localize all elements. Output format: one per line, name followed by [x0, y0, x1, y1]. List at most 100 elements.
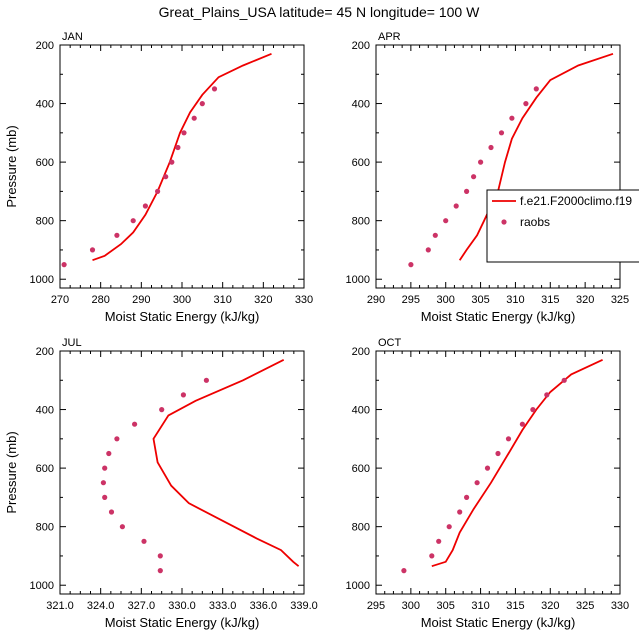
- raobs-point: [401, 568, 407, 574]
- y-tick-label: 800: [352, 522, 370, 534]
- raobs-point: [498, 130, 505, 136]
- raobs-point: [474, 480, 480, 486]
- y-axis-label: Pressure (mb): [4, 125, 19, 207]
- y-tick-label: 400: [352, 99, 370, 111]
- x-tick-label: 325: [611, 294, 629, 306]
- raobs-point: [89, 247, 96, 253]
- raobs-point: [175, 144, 181, 151]
- y-tick-label: 400: [36, 99, 54, 111]
- raobs-point: [114, 436, 120, 442]
- panel-title: JUL: [62, 337, 82, 349]
- y-tick-label: 400: [352, 405, 370, 417]
- legend-obs-swatch: [501, 219, 507, 225]
- raobs-point: [429, 553, 435, 559]
- y-tick-label: 1000: [30, 580, 54, 592]
- x-tick-label: 339.0: [290, 600, 318, 612]
- panel-jul: JUL 321.0 324.0 327.0 330.0 333.0 336.0 339.0 20…: [4, 337, 318, 630]
- raobs-point: [130, 218, 136, 224]
- raobs-point: [132, 421, 138, 427]
- legend-model-label: f.e21.F2000climo.f19: [520, 194, 632, 208]
- raobs-point: [191, 115, 197, 121]
- x-tick-label: 330: [611, 600, 629, 612]
- x-tick-label: 310: [213, 294, 231, 306]
- y-tick-label: 1000: [346, 274, 370, 286]
- y-tick-label: 200: [352, 40, 370, 52]
- raobs-point: [141, 538, 147, 544]
- raobs-point: [102, 494, 108, 500]
- y-tick-label: 1000: [30, 274, 54, 286]
- panel-apr: APR 290 295 300 305 310 315 320 325 200 400 600 800 1…: [346, 31, 630, 324]
- raobs-point: [157, 568, 163, 574]
- x-tick-label: 336.0: [250, 600, 278, 612]
- y-tick-label: 200: [36, 40, 54, 52]
- y-tick-label: 400: [36, 405, 54, 417]
- raobs-point: [471, 174, 477, 180]
- x-tick-label: 295: [402, 294, 420, 306]
- y-tick-label: 1000: [346, 580, 370, 592]
- y-tick-label: 800: [36, 522, 54, 534]
- raobs-point: [533, 86, 539, 92]
- x-tick-label: 321.0: [46, 600, 74, 612]
- raobs-point: [425, 247, 431, 253]
- raobs-point: [100, 480, 106, 486]
- x-tick-label: 330.0: [168, 600, 196, 612]
- raobs-point: [61, 262, 67, 268]
- x-tick-label: 310: [471, 600, 489, 612]
- raobs-point: [106, 450, 112, 457]
- x-tick-label: 315: [506, 600, 524, 612]
- x-tick-label: 320: [541, 600, 559, 612]
- raobs-point: [530, 407, 536, 413]
- raobs-point: [561, 377, 567, 383]
- x-axis-label: Moist Static Energy (kJ/kg): [421, 309, 576, 324]
- panel-title: APR: [378, 31, 401, 43]
- raobs-point: [142, 203, 148, 209]
- figure-title: Great_Plains_USA latitude= 45 N longitud…: [159, 4, 480, 20]
- raobs-point: [211, 86, 218, 92]
- x-tick-label: 324.0: [87, 600, 115, 612]
- raobs-point: [488, 144, 494, 151]
- raobs-point: [108, 509, 115, 515]
- raobs-point: [544, 392, 550, 398]
- y-tick-label: 200: [352, 346, 370, 358]
- raobs-point: [505, 436, 512, 442]
- raobs-point: [464, 188, 470, 194]
- raobs-point: [446, 524, 452, 530]
- raobs-point: [163, 174, 169, 180]
- x-axis-label: Moist Static Energy (kJ/kg): [421, 615, 576, 630]
- raobs-point: [157, 553, 163, 559]
- raobs-point: [181, 130, 187, 136]
- raobs-point: [169, 159, 175, 165]
- x-tick-label: 300: [437, 294, 455, 306]
- raobs-point: [464, 494, 470, 500]
- model-series-line: [431, 358, 603, 568]
- raobs-point: [119, 524, 125, 530]
- raobs-point: [203, 377, 209, 383]
- x-tick-label: 315: [541, 294, 559, 306]
- raobs-point: [478, 159, 484, 165]
- plot-frame: [59, 44, 305, 289]
- x-tick-label: 290: [367, 294, 385, 306]
- y-tick-label: 800: [36, 216, 54, 228]
- y-axis-label: Pressure (mb): [4, 431, 19, 513]
- x-axis-label: Moist Static Energy (kJ/kg): [105, 309, 260, 324]
- x-tick-label: 280: [91, 294, 109, 306]
- raobs-point: [509, 115, 515, 121]
- panel-title: OCT: [378, 337, 402, 349]
- raobs-point: [102, 465, 108, 471]
- x-tick-label: 305: [437, 600, 455, 612]
- y-tick-label: 200: [36, 346, 54, 358]
- model-series-line: [458, 52, 614, 261]
- raobs-point: [495, 450, 501, 457]
- x-tick-label: 333.0: [209, 600, 237, 612]
- raobs-point: [523, 101, 529, 107]
- x-axis-label: Moist Static Energy (kJ/kg): [105, 615, 260, 630]
- raobs-point: [180, 392, 186, 398]
- y-tick-label: 600: [36, 463, 54, 475]
- raobs-point: [159, 407, 165, 413]
- x-tick-label: 290: [132, 294, 150, 306]
- raobs-point: [457, 509, 463, 515]
- raobs-point: [443, 218, 449, 224]
- x-tick-label: 327.0: [128, 600, 156, 612]
- panel-title: JAN: [62, 31, 83, 43]
